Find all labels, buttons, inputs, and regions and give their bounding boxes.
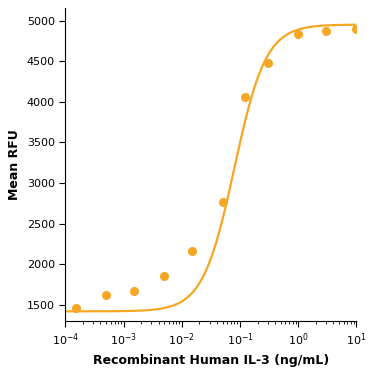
X-axis label: Recombinant Human IL-3 (ng/mL): Recombinant Human IL-3 (ng/mL) [93,354,329,367]
Y-axis label: Mean RFU: Mean RFU [8,129,21,200]
